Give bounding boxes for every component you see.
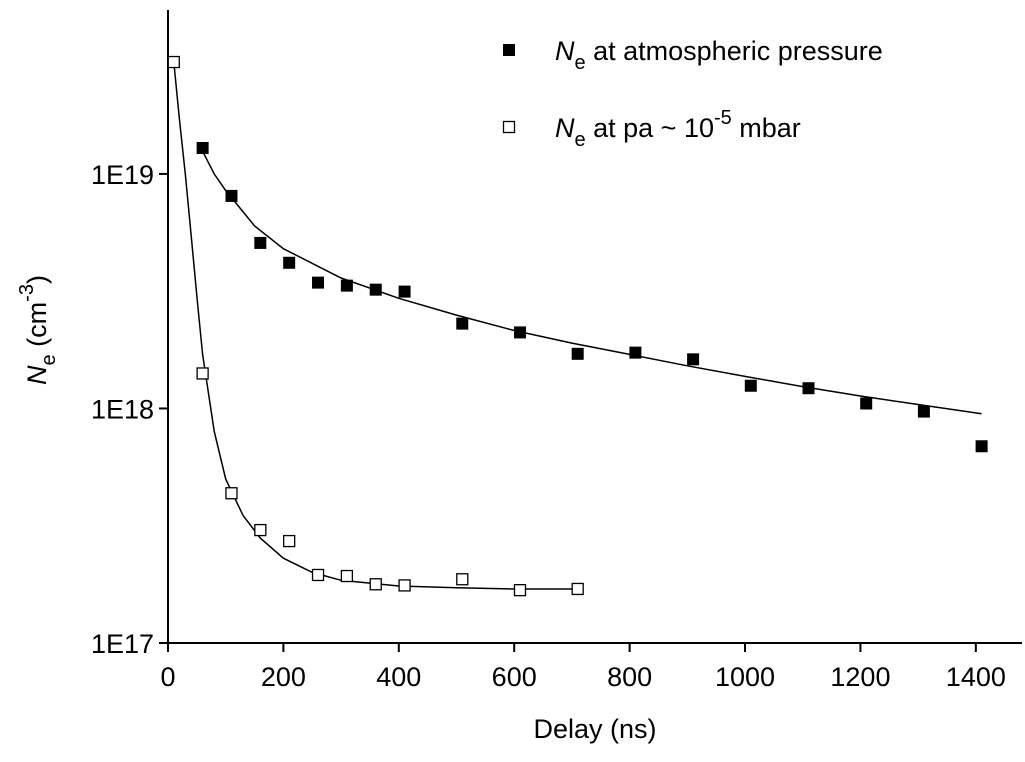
x-axis-label: Delay (ns) — [533, 714, 656, 744]
legend-label: Ne at atmospheric pressure — [555, 36, 883, 74]
x-tick-label: 800 — [607, 662, 652, 692]
data-point — [398, 579, 411, 592]
data-point — [311, 568, 325, 582]
data-point — [571, 347, 584, 360]
text-part: at atmospheric pressure — [586, 36, 883, 66]
y-axis-label: Ne (cm-3) — [16, 275, 60, 385]
fit-curve — [173, 61, 578, 590]
data-point — [283, 534, 296, 548]
data-point — [167, 55, 180, 69]
data-point — [456, 317, 469, 330]
text-part: -3 — [16, 284, 38, 302]
y-tick-label: 1E17 — [91, 629, 154, 659]
data-point — [369, 283, 382, 296]
x-tick-label: 1400 — [946, 662, 1006, 692]
data-point — [340, 569, 354, 583]
text-part: N — [22, 365, 52, 385]
data-point — [513, 326, 526, 339]
text-part: e — [575, 129, 586, 151]
x-tick-label: 1000 — [715, 662, 775, 692]
legend-label: Ne at pa ~ 10-5 mbar — [555, 107, 801, 151]
text-part: ) — [22, 275, 52, 284]
text-part: N — [555, 36, 575, 66]
data-point — [312, 276, 325, 289]
data-point — [398, 285, 411, 298]
text-part: N — [555, 113, 575, 143]
text-part: e — [575, 52, 586, 74]
data-point — [283, 256, 296, 269]
data-point — [513, 584, 527, 597]
data-point — [629, 346, 642, 359]
text-part: e — [38, 354, 60, 365]
data-point — [456, 573, 469, 586]
data-point — [254, 523, 267, 537]
x-tick-label: 0 — [160, 662, 175, 692]
data-point — [802, 382, 815, 395]
data-point — [225, 487, 238, 500]
data-point — [687, 353, 700, 366]
data-point — [744, 379, 757, 392]
data-point — [917, 405, 930, 418]
x-tick-label: 200 — [261, 662, 306, 692]
x-tick-label: 600 — [492, 662, 537, 692]
data-point — [196, 141, 209, 154]
data-point — [225, 189, 238, 202]
data-point — [340, 279, 353, 292]
text-part: mbar — [732, 113, 801, 143]
data-point — [369, 578, 382, 591]
text-part: -5 — [714, 107, 732, 129]
y-tick-label: 1E19 — [91, 160, 154, 190]
text-part: at pa ~ 10 — [586, 113, 714, 143]
data-point — [571, 582, 584, 596]
x-tick-label: 1200 — [830, 662, 890, 692]
y-tick-label: 1E18 — [91, 394, 154, 424]
data-point — [860, 397, 873, 410]
legend-marker — [502, 120, 516, 134]
data-point — [196, 367, 209, 380]
x-tick-label: 400 — [376, 662, 421, 692]
legend-marker — [503, 44, 515, 56]
text-part: (cm — [22, 302, 52, 354]
data-point — [254, 236, 267, 249]
data-point — [975, 440, 988, 453]
